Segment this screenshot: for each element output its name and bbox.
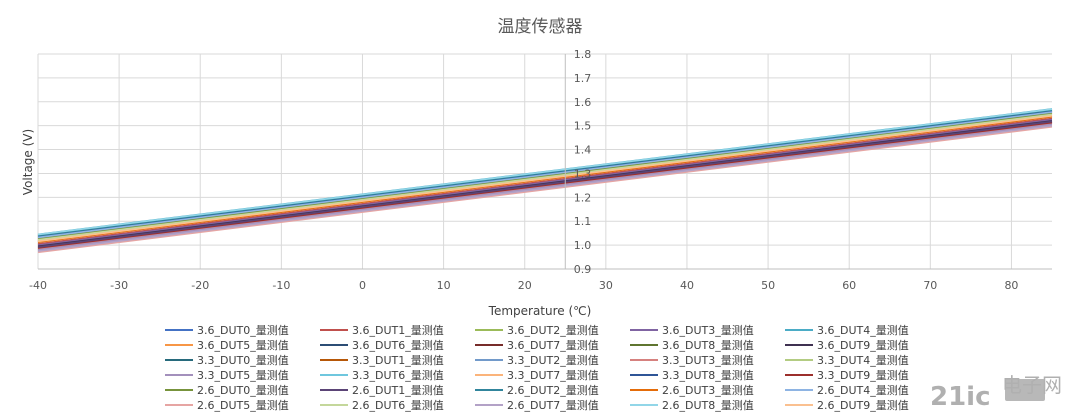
series-line: [37, 115, 1053, 243]
legend-label: 2.6_DUT2_量测值: [507, 384, 599, 397]
legend-label: 3.6_DUT0_量测值: [197, 324, 289, 337]
y-tick-label: 1.7: [574, 72, 592, 85]
legend-label: 3.6_DUT8_量测值: [662, 339, 754, 352]
series-line: [37, 110, 1053, 238]
legend-label: 3.3_DUT9_量测值: [817, 369, 909, 382]
legend-label: 2.6_DUT3_量测值: [662, 384, 754, 397]
axes: 0.9 1.0 1.1 1.2 1.3 1.4 1.5 1.6 1.7 1.8 -40 -30 -20 -…: [29, 48, 1052, 292]
y-tick-label: 0.9: [574, 263, 592, 276]
legend-label: 3.3_DUT1_量测值: [352, 354, 444, 367]
x-tick-label: 0: [359, 279, 366, 292]
legend-label: 2.6_DUT1_量测值: [352, 384, 444, 397]
series-line: [37, 120, 1053, 248]
y-tick-label: 1.1: [574, 215, 592, 228]
legend-label: 2.6_DUT6_量测值: [352, 399, 444, 412]
legend-label: 3.6_DUT1_量测值: [352, 324, 444, 337]
legend-label: 2.6_DUT0_量测值: [197, 384, 289, 397]
series-line: [37, 113, 1053, 241]
y-tick-label: 1.4: [574, 144, 592, 157]
legend-label: 3.6_DUT3_量测值: [662, 324, 754, 337]
x-tick-label: -40: [29, 279, 47, 292]
y-tick-label: 1.2: [574, 191, 592, 204]
legend-label: 2.6_DUT9_量测值: [817, 399, 909, 412]
legend-label: 3.3_DUT4_量测值: [817, 354, 909, 367]
legend-label: 2.6_DUT5_量测值: [197, 399, 289, 412]
legend-label: 3.3_DUT7_量测值: [507, 369, 599, 382]
x-tick-label: -20: [191, 279, 209, 292]
legend-label: 3.6_DUT6_量测值: [352, 339, 444, 352]
legend-label: 2.6_DUT8_量测值: [662, 399, 754, 412]
x-tick-label: 50: [761, 279, 775, 292]
series-line: [37, 112, 1053, 240]
legend-label: 3.3_DUT0_量测值: [197, 354, 289, 367]
legend-label: 3.3_DUT8_量测值: [662, 369, 754, 382]
x-tick-label: -30: [110, 279, 128, 292]
x-tick-label: 80: [1004, 279, 1018, 292]
y-tick-label: 1.8: [574, 48, 592, 61]
legend-label: 3.6_DUT7_量测值: [507, 339, 599, 352]
watermark-cn-text: 电子网: [1002, 373, 1062, 397]
y-tick-label: 1.6: [574, 96, 592, 109]
series-line: [37, 109, 1053, 237]
series-line: [37, 117, 1053, 245]
x-tick-label: 40: [680, 279, 694, 292]
series-line: [37, 118, 1053, 246]
x-tick-label: 10: [437, 279, 451, 292]
legend-label: 3.6_DUT9_量测值: [817, 339, 909, 352]
x-tick-label: 20: [518, 279, 532, 292]
legend-label: 3.6_DUT2_量测值: [507, 324, 599, 337]
y-tick-label: 1.3: [574, 167, 592, 180]
x-tick-label: 70: [923, 279, 937, 292]
series-line: [37, 108, 1053, 236]
legend-label: 3.6_DUT5_量测值: [197, 339, 289, 352]
series-line: [37, 111, 1053, 239]
x-axis-title: Temperature (℃): [488, 304, 592, 318]
legend-label: 2.6_DUT7_量测值: [507, 399, 599, 412]
x-tick-label: -10: [272, 279, 290, 292]
series-line: [37, 126, 1053, 254]
legend-label: 3.3_DUT2_量测值: [507, 354, 599, 367]
series-line: [37, 123, 1053, 251]
series-lines: [37, 108, 1053, 254]
legend: 3.6_DUT0_量测值 3.6_DUT1_量测值 3.6_DUT2_量测值 3.6_…: [165, 324, 909, 412]
series-line: [37, 124, 1053, 252]
legend-label: 3.6_DUT4_量测值: [817, 324, 909, 337]
legend-label: 2.6_DUT4_量测值: [817, 384, 909, 397]
y-axis-title: Voltage (V): [21, 129, 35, 195]
legend-label: 3.3_DUT5_量测值: [197, 369, 289, 382]
series-line: [37, 121, 1053, 249]
grid-lines: [37, 53, 1052, 270]
watermark-logo-text: 21ic: [930, 382, 991, 412]
y-tick-label: 1.5: [574, 120, 592, 133]
series-line: [37, 116, 1053, 244]
legend-label: 3.3_DUT6_量测值: [352, 369, 444, 382]
x-tick-label: 60: [842, 279, 856, 292]
watermark-logo: 21ic 电子网: [930, 373, 1062, 412]
x-tick-label: 30: [599, 279, 613, 292]
y-tick-label: 1.0: [574, 239, 592, 252]
chart-title: 温度传感器: [498, 17, 583, 37]
legend-label: 3.3_DUT3_量测值: [662, 354, 754, 367]
